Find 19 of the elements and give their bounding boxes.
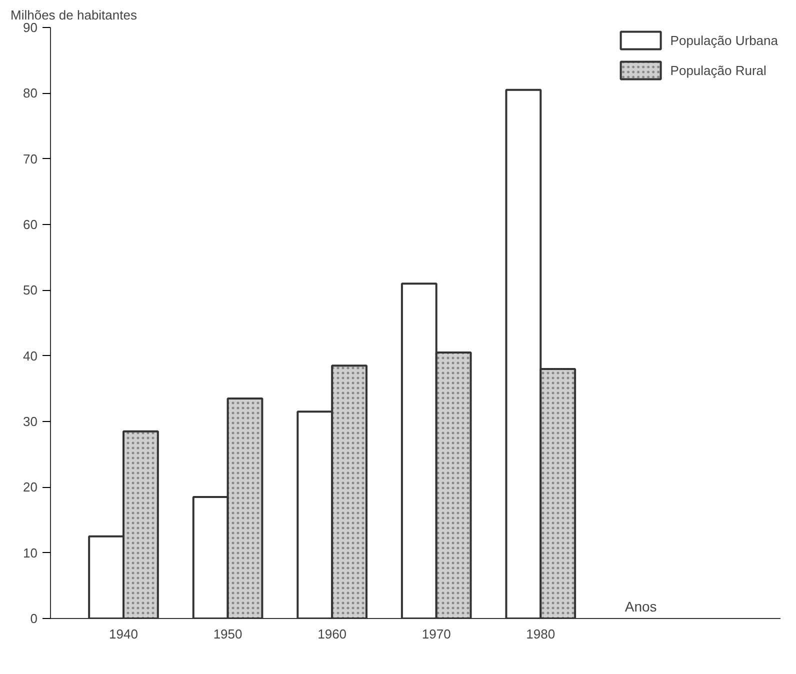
y-tick-label: 90 [23, 20, 38, 35]
x-axis-title: Anos [624, 598, 657, 614]
x-tick-label: 1950 [213, 626, 242, 642]
y-tick-label: 20 [23, 480, 38, 495]
y-tick-label: 10 [23, 545, 38, 560]
y-tick-label: 0 [30, 611, 38, 626]
y-tick-label: 30 [23, 414, 38, 429]
x-tick-label: 1970 [422, 626, 451, 642]
y-tick-label: 50 [23, 282, 38, 298]
x-tick-label: 1940 [109, 626, 138, 642]
y-tick-label: 60 [23, 217, 38, 232]
x-tick-label: 1960 [318, 626, 347, 642]
y-tick-label: 40 [23, 348, 38, 364]
y-tick-label: 80 [23, 86, 38, 101]
legend-label: População Rural [670, 62, 766, 78]
y-tick-label: 70 [23, 151, 38, 166]
legend-label: População Urbana [670, 32, 778, 48]
y-axis-title: Milhões de habitantes [10, 8, 138, 22]
x-tick-label: 1980 [526, 626, 556, 642]
